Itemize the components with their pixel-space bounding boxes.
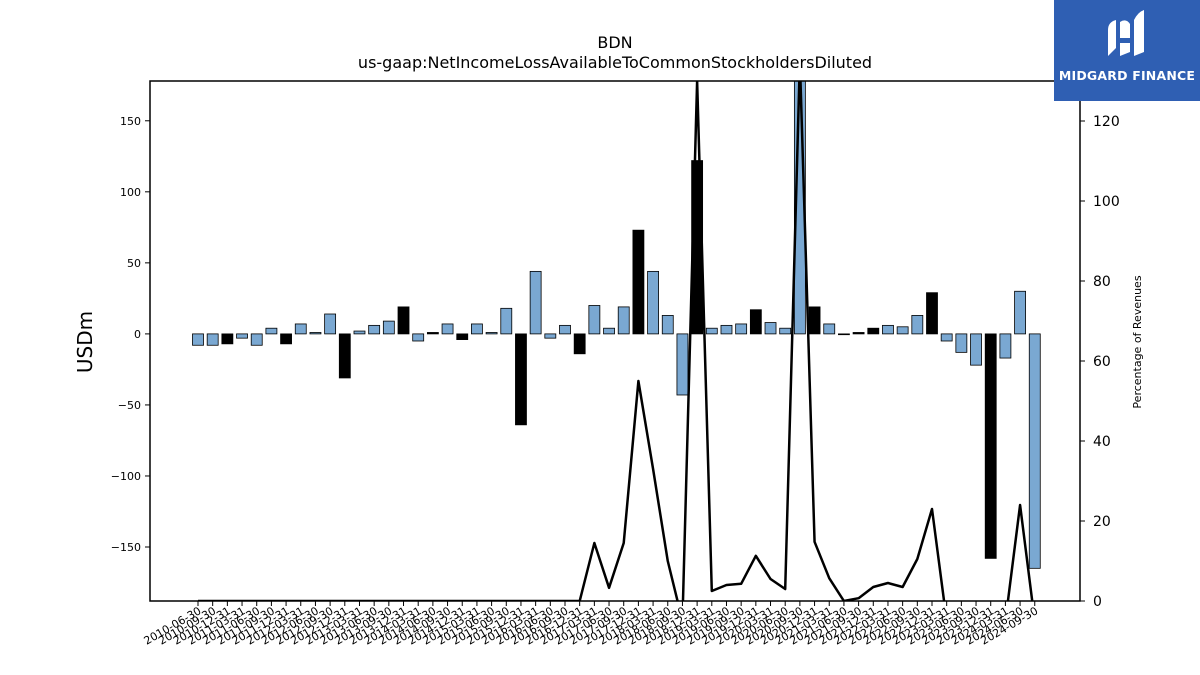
- bar: [485, 332, 498, 335]
- line-series: [198, 81, 1034, 601]
- bar: [647, 270, 659, 335]
- chart-subtitle: us-gaap:NetIncomeLossAvailableToCommonSt…: [358, 53, 872, 72]
- bar: [515, 333, 527, 426]
- bar: [397, 306, 410, 335]
- y2-axis-label: Percentage of Revenues: [1131, 275, 1144, 408]
- bar: [324, 313, 337, 335]
- y-tick-label: 0: [134, 328, 141, 341]
- midgard-logo-icon: [1108, 10, 1144, 56]
- bar: [896, 326, 909, 335]
- bar: [911, 315, 924, 335]
- y-axis-label: USDm: [73, 311, 97, 373]
- chart-title: BDN: [597, 33, 632, 52]
- brand-logo: MIDGARD FINANCE: [1054, 0, 1200, 101]
- bar: [720, 324, 733, 335]
- bar: [823, 323, 836, 335]
- bar: [926, 292, 938, 335]
- y2-tick-label: 80: [1093, 274, 1111, 290]
- bar: [309, 332, 322, 335]
- y2-tick-label: 20: [1093, 514, 1111, 530]
- bar: [456, 333, 469, 340]
- y-tick-label: 50: [127, 257, 141, 270]
- bar: [940, 333, 953, 342]
- y-axis-ticks: 150 100 50 0 −50 −100 −150: [111, 115, 150, 554]
- bar: [368, 324, 381, 335]
- y2-tick-label: 60: [1093, 354, 1111, 370]
- bar: [426, 332, 439, 335]
- bar: [559, 324, 571, 335]
- bar: [882, 324, 894, 335]
- bar: [250, 333, 263, 346]
- bar: [544, 333, 557, 339]
- y2-axis-ticks: 120 100 80 60 40 20 0: [1080, 114, 1120, 610]
- bar: [999, 333, 1012, 359]
- bar: [735, 323, 748, 335]
- bar: [984, 333, 997, 559]
- bar: [617, 306, 630, 335]
- bar: [603, 327, 615, 335]
- bar: [705, 327, 718, 335]
- bar: [970, 333, 982, 366]
- bar: [529, 270, 542, 335]
- bar-series: [192, 81, 1041, 569]
- bar: [867, 327, 880, 335]
- bar: [1028, 333, 1041, 569]
- bar: [294, 323, 307, 335]
- bar: [573, 333, 586, 355]
- bar: [676, 333, 689, 396]
- bar: [852, 332, 865, 335]
- bar: [236, 333, 248, 339]
- bar: [192, 333, 204, 346]
- bar: [661, 315, 674, 335]
- bar: [779, 327, 792, 335]
- bar: [265, 327, 278, 335]
- bar: [1014, 290, 1026, 335]
- bar: [808, 306, 821, 335]
- y-tick-label: −100: [111, 470, 141, 483]
- bar: [588, 305, 601, 335]
- bar: [353, 330, 366, 335]
- bar: [382, 320, 395, 335]
- y2-tick-label: 40: [1093, 434, 1111, 450]
- bar: [749, 309, 762, 335]
- y-tick-label: 100: [120, 186, 141, 199]
- y2-tick-label: 100: [1093, 194, 1120, 210]
- bar: [280, 333, 292, 345]
- bar: [206, 333, 219, 346]
- logo-text: MIDGARD FINANCE: [1058, 68, 1196, 83]
- bar: [632, 229, 645, 335]
- bar: [338, 333, 351, 379]
- bar: [441, 323, 454, 335]
- bar: [955, 333, 968, 353]
- bar: [471, 323, 483, 335]
- y2-tick-label: 0: [1093, 594, 1102, 610]
- bar: [412, 333, 425, 342]
- y-tick-label: 150: [120, 115, 141, 128]
- bar: [838, 333, 850, 336]
- bar: [221, 333, 234, 345]
- plot-frame: [149, 80, 1081, 602]
- y-tick-label: −150: [111, 541, 141, 554]
- bar: [500, 307, 513, 335]
- line-path: [198, 81, 1034, 601]
- y-tick-label: −50: [118, 399, 141, 412]
- y2-tick-label: 120: [1093, 114, 1120, 130]
- x-axis-ticks: 2010-06-302010-09-302010-12-312011-03-31…: [142, 601, 1040, 648]
- bar: [764, 322, 777, 335]
